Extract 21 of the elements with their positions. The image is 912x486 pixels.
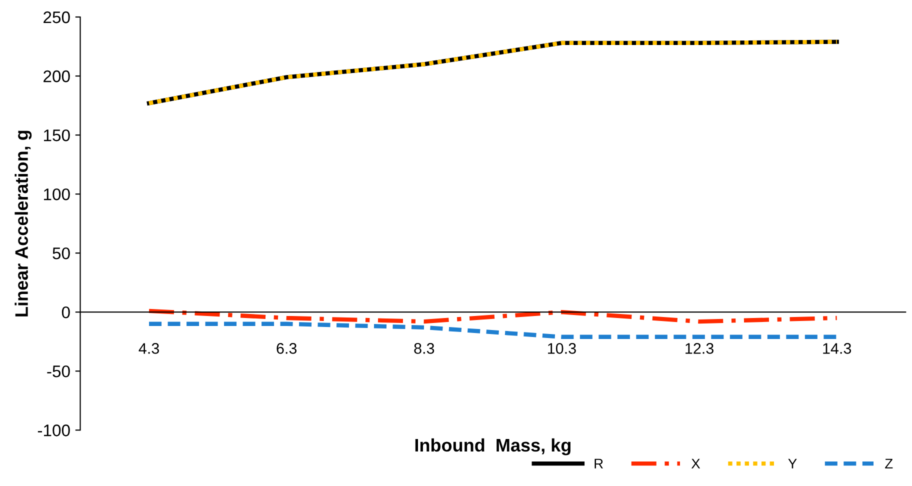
y-axis-title: Linear Acceleration, g [14,130,32,316]
x-axis-title: Inbound Mass, kg [415,438,570,456]
y-tick-label: 150 [44,129,70,142]
x-tick-label: 6.3 [276,343,297,354]
y-tick-label: 50 [52,247,70,260]
y-tick-label: -100 [38,424,70,436]
x-tick-label: 10.3 [548,343,576,354]
legend-label: Y [788,458,797,468]
x-tick-label: 12.3 [686,343,714,354]
y-tick-label: 250 [44,11,70,24]
y-tick-label: 200 [44,70,70,82]
x-tick-label: 8.3 [414,343,434,354]
legend-label: Z [885,458,893,468]
line-series [146,308,839,324]
y-tick-label: 0 [62,306,70,318]
legend-label: X [691,458,700,468]
legend-label: R [594,458,603,468]
y-tick-label: -50 [47,365,70,378]
y-tick-label: 100 [44,188,70,200]
x-tick-label: 14.3 [823,343,852,354]
x-tick-label: 4.3 [138,343,159,354]
